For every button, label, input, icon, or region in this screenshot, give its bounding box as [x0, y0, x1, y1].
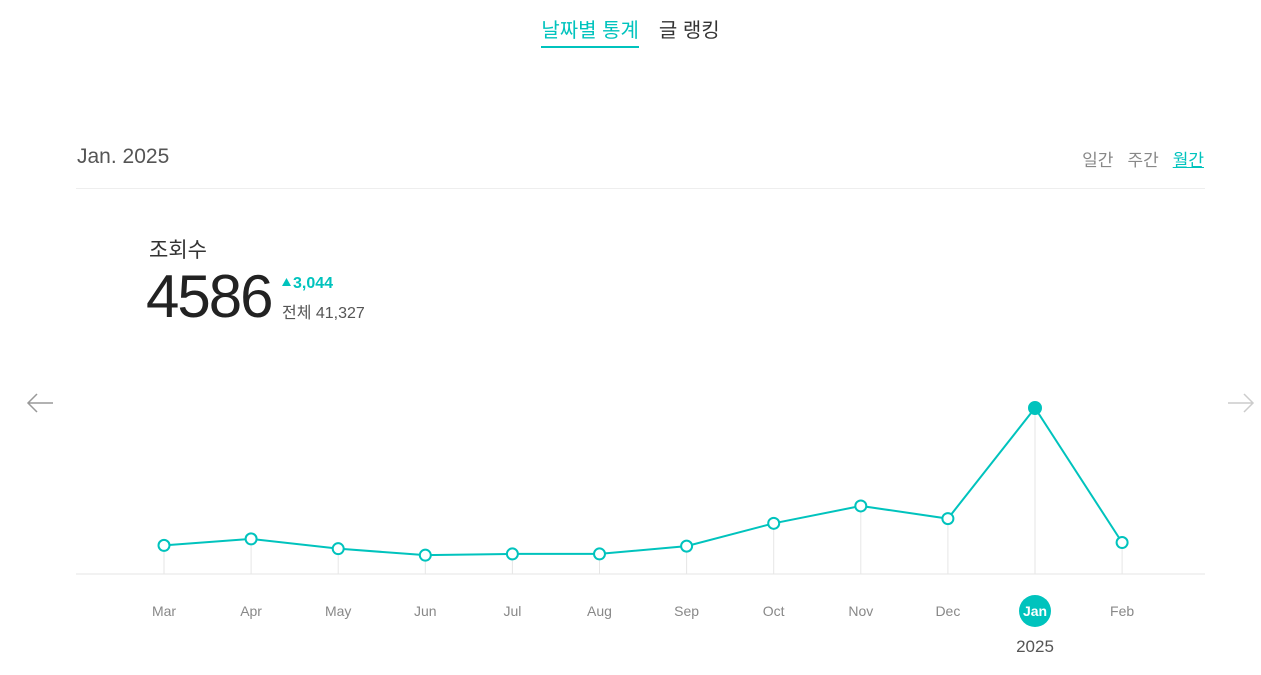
- x-tick-label: Feb: [1110, 603, 1134, 619]
- next-arrow[interactable]: [1226, 388, 1256, 423]
- range-tabs: 일간 주간 월간: [1068, 146, 1204, 171]
- x-tick-label: Nov: [848, 603, 873, 619]
- data-point: [767, 516, 781, 530]
- stat-value: 4586: [146, 263, 273, 330]
- x-tick-label: Jan: [1023, 603, 1047, 619]
- data-point: [593, 547, 606, 561]
- data-point: [244, 532, 258, 546]
- x-tick-label: Jun: [414, 603, 437, 619]
- tab-monthly[interactable]: 월간: [1172, 151, 1204, 170]
- data-point: [854, 499, 868, 513]
- header-divider: [76, 188, 1205, 189]
- data-point: [680, 539, 694, 553]
- year-label: 2025: [1016, 637, 1054, 656]
- stat-change-value: 3,044: [293, 275, 334, 292]
- tab-daily[interactable]: 일간: [1082, 151, 1114, 170]
- x-tick-label: Dec: [935, 603, 960, 619]
- x-tick-label: Apr: [240, 603, 262, 619]
- tab-daily-stats[interactable]: 날짜별 통계: [541, 14, 639, 48]
- x-tick-label: Jul: [503, 603, 521, 619]
- data-point: [157, 538, 171, 552]
- x-tick-label: Sep: [674, 603, 699, 619]
- data-point: [331, 542, 345, 556]
- top-tabs: 날짜별 통계 글 랭킹: [0, 14, 1261, 48]
- selected-month-badge: [1019, 595, 1051, 627]
- triangle-up-icon: [282, 278, 291, 286]
- data-point: [1028, 401, 1042, 415]
- tab-weekly[interactable]: 주간: [1127, 151, 1159, 170]
- x-tick-label: Mar: [152, 603, 176, 619]
- data-point: [505, 547, 519, 561]
- data-point: [418, 548, 432, 562]
- period-label: Jan. 2025: [77, 145, 170, 168]
- series-line: [163, 406, 1123, 557]
- prev-arrow[interactable]: [25, 388, 55, 423]
- arrow-right-icon: [1228, 393, 1255, 413]
- arrow-left-icon: [26, 393, 53, 413]
- stat-change: 3,044: [282, 275, 333, 293]
- data-point: [1115, 536, 1129, 550]
- x-tick-label: May: [325, 603, 351, 619]
- stat-label: 조회수: [149, 239, 207, 262]
- tab-post-ranking[interactable]: 글 랭킹: [658, 20, 720, 42]
- stat-total: 전체 41,327: [282, 305, 365, 322]
- x-tick-label: Aug: [587, 603, 612, 619]
- data-point: [941, 512, 955, 526]
- x-tick-label: Oct: [763, 603, 785, 619]
